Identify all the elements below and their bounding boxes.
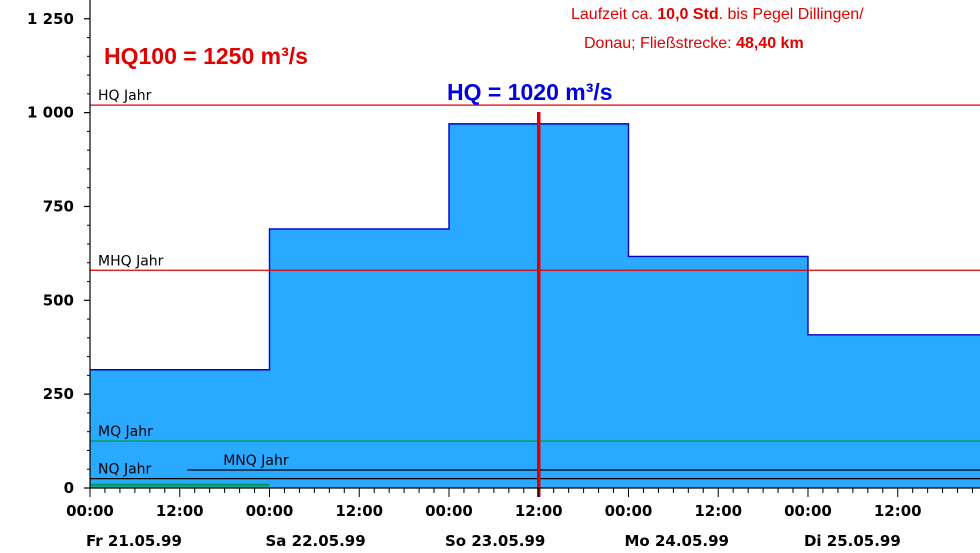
hq-marker-annotation: HQ = 1020 m³/s bbox=[447, 79, 613, 105]
x-date-label: So 23.05.99 bbox=[445, 532, 545, 550]
x-tick-label: 12:00 bbox=[694, 502, 742, 520]
x-tick-label: 00:00 bbox=[66, 502, 114, 520]
plot-area bbox=[90, 104, 980, 497]
x-tick-label: 12:00 bbox=[335, 502, 383, 520]
runtime-info-line-2: Donau; Fließstrecke: 48,40 km bbox=[584, 35, 804, 52]
x-tick-label: 00:00 bbox=[246, 502, 294, 520]
runtime-info-line-1: Laufzeit ca. 10,0 Std. bis Pegel Dilling… bbox=[571, 6, 864, 23]
axes bbox=[84, 0, 980, 497]
labels: HQ Jahr MHQ Jahr MQ Jahr MNQ Jahr NQ Jahr 0 25… bbox=[27, 10, 922, 550]
y-tick-label: 500 bbox=[43, 291, 74, 309]
reference-label: HQ Jahr bbox=[98, 88, 152, 104]
x-date-label: Mo 24.05.99 bbox=[624, 532, 728, 550]
discharge-area bbox=[90, 123, 980, 488]
y-tick-label: 1 250 bbox=[27, 10, 74, 28]
y-tick-label: 0 bbox=[64, 479, 74, 497]
x-tick-label: 12:00 bbox=[515, 502, 563, 520]
x-tick-label: 12:00 bbox=[156, 502, 204, 520]
y-tick-label: 1 000 bbox=[27, 104, 74, 122]
y-tick-label: 750 bbox=[43, 197, 74, 215]
hq100-annotation: HQ100 = 1250 m³/s bbox=[104, 43, 308, 69]
x-tick-label: 12:00 bbox=[874, 502, 922, 520]
x-tick-label: 00:00 bbox=[425, 502, 473, 520]
reference-label: MQ Jahr bbox=[98, 424, 153, 440]
x-tick-label: 00:00 bbox=[605, 502, 653, 520]
x-date-label: Di 25.05.99 bbox=[804, 532, 901, 550]
reference-label: MHQ Jahr bbox=[98, 253, 164, 269]
x-date-label: Sa 22.05.99 bbox=[265, 532, 365, 550]
reference-label: MNQ Jahr bbox=[223, 453, 289, 469]
reference-label: NQ Jahr bbox=[98, 462, 152, 478]
x-tick-label: 00:00 bbox=[784, 502, 832, 520]
x-date-label: Fr 21.05.99 bbox=[86, 532, 182, 550]
y-tick-label: 250 bbox=[43, 385, 74, 403]
